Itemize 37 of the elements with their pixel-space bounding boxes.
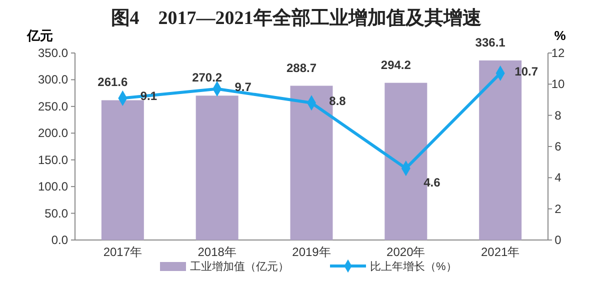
data-label: 4.6 [424,175,441,190]
data-label: 288.7 [286,60,317,75]
y-tick-label: 350.0 [38,46,68,60]
y-tick-label: 50.0 [44,206,68,220]
y2-tick-label: 12 [551,46,565,60]
data-label: 9.1 [140,89,158,104]
x-tick-label: 2020年 [386,245,426,259]
legend-label: 工业增加值（亿元） [190,260,289,273]
x-tick-label: 2019年 [292,245,331,259]
data-label: 336.1 [475,35,506,50]
y2-tick-label: 6 [554,140,562,154]
y2-axis-title: % [554,28,566,43]
y2-tick-label: 8 [554,108,562,122]
data-label: 270.2 [192,70,222,85]
y2-tick-label: 2 [554,202,562,216]
y-tick-label: 200.0 [38,126,68,140]
bar [101,100,144,240]
x-tick-label: 2018年 [198,245,236,259]
y2-tick-label: 4 [554,170,562,185]
y-tick-label: 250.0 [38,99,68,114]
data-label: 261.6 [98,75,128,90]
x-tick-label: 2021年 [480,245,520,259]
y2-tick-label: 0 [554,233,562,247]
legend-label: 比上年增长（%） [370,260,457,273]
data-label: 294.2 [380,58,412,72]
y-tick-label: 300.0 [38,72,68,87]
chart-title: 图4 2017—2021年全部工业增加值及其增速 [110,7,482,29]
y-tick-label: 100.0 [38,180,68,194]
y-tick-label: 0.0 [51,233,68,247]
data-label: 8.8 [329,94,346,108]
bar [196,96,238,240]
data-label: 10.7 [514,64,538,78]
y-tick-label: 150.0 [38,152,68,167]
y-axis-title: 亿元 [26,28,53,43]
data-label: 9.7 [234,80,252,94]
x-tick-label: 2017年 [103,245,142,259]
y2-tick-label: 10 [551,77,565,92]
